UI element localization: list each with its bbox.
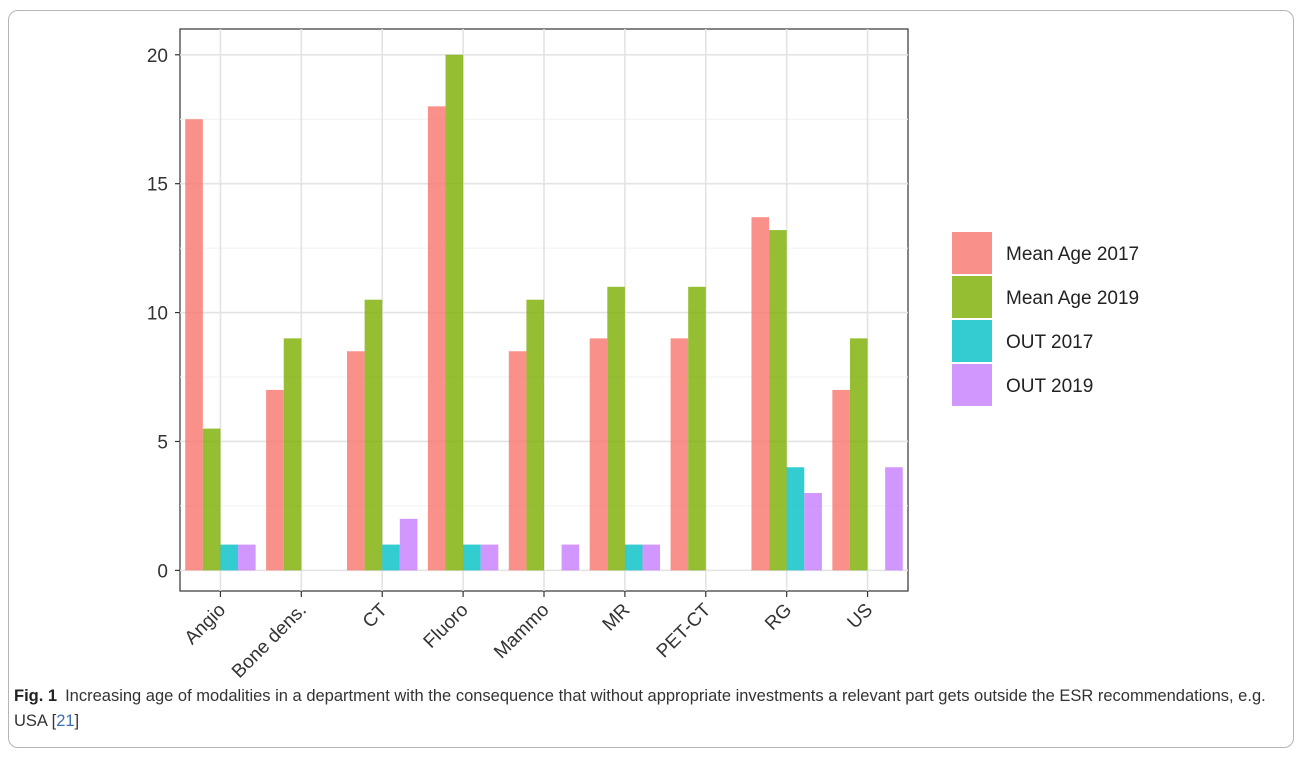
y-tick-label: 15 [147,175,168,196]
bar [185,119,203,571]
bar [624,544,643,571]
bar [283,338,302,571]
bar [688,286,706,571]
bar [382,544,400,571]
legend-swatch [952,232,992,274]
x-tick-label: CT [359,599,392,632]
bar [832,389,850,571]
figure-frame [8,10,1294,748]
bar [364,299,383,571]
bar [607,286,625,571]
bar [427,106,446,571]
y-tick-label: 5 [157,432,168,453]
legend-label: OUT 2019 [1006,376,1093,397]
bar [238,544,256,571]
x-tick-label: MR [599,600,635,636]
bar [463,544,481,571]
figure-caption: Fig. 1 Increasing age of modalities in a … [14,684,1284,734]
bar [526,299,544,571]
bar [751,217,770,571]
caption-label: Fig. 1 [14,687,58,705]
bar [849,338,868,571]
bar [561,544,580,571]
caption-reference-link[interactable]: 21 [56,712,75,730]
legend-swatch [952,276,992,318]
bar [202,428,221,571]
bar [885,467,903,571]
y-tick-label: 10 [147,304,168,325]
bars [185,54,903,571]
legend-label: Mean Age 2017 [1006,244,1139,265]
bar [445,54,464,571]
bar [347,351,365,571]
legend: Mean Age 2017 Mean Age 2019 OUT 2017 OUT 20… [952,232,1139,406]
y-tick-label: 0 [157,561,168,582]
bar [266,389,284,571]
legend-label: Mean Age 2019 [1006,288,1139,309]
legend-swatch [952,364,992,406]
bar [670,338,689,571]
legend-label: OUT 2017 [1006,332,1093,353]
x-tick-label: PET-CT [653,599,716,662]
x-tick-label: Fluoro [420,600,473,653]
bar [589,338,608,571]
x-tick-label: RG [761,600,796,635]
bar [769,230,787,571]
caption-text: Increasing age of modalities in a depart… [14,687,1266,730]
bar [508,351,527,571]
y-tick-label: 20 [147,46,168,67]
bar [399,518,418,571]
x-tick-label: Mammo [490,600,553,663]
x-tick-label: Angio [181,600,230,649]
bar [786,467,805,571]
bar [642,544,661,571]
bar [220,544,239,571]
bar [480,544,499,571]
caption-close-bracket: ] [74,712,80,730]
x-tick-label: US [844,600,878,634]
legend-swatch [952,320,992,362]
bar [804,493,822,571]
x-tick-label: Bone dens. [228,600,311,680]
y-axis: 0 5 10 15 20 [147,46,180,582]
